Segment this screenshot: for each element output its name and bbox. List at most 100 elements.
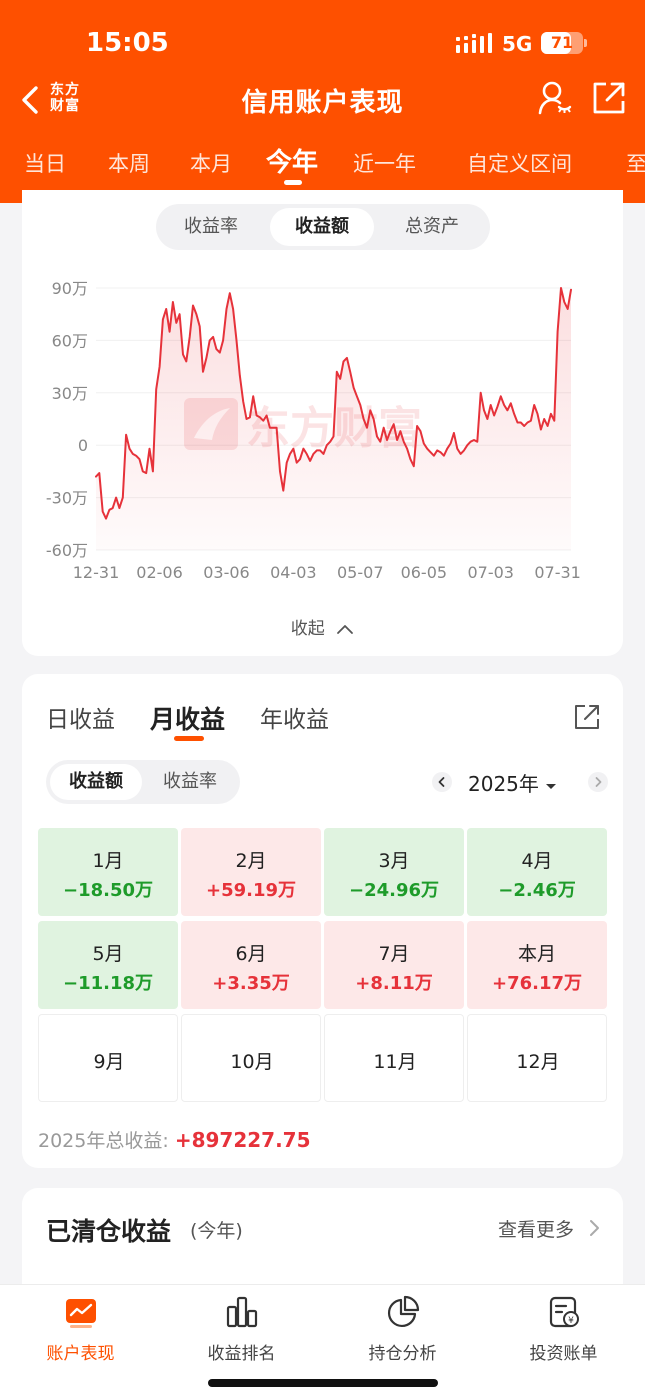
segment-profit-amount[interactable]: 收益额: [50, 764, 142, 800]
y-tick-label: 90万: [52, 279, 88, 298]
bar-ranking-icon: [226, 1296, 258, 1328]
month-label: 11月: [373, 1051, 417, 1073]
x-tick-label: 05-07: [337, 563, 384, 582]
y-tick-label: 30万: [52, 384, 88, 403]
bottom-tab-bar: 账户表现 收益排名 持仓分析 ¥ 投资账单: [0, 1284, 645, 1398]
chevron-left-icon: [438, 777, 445, 787]
month-cell[interactable]: 12月: [467, 1014, 607, 1102]
x-tick-label: 07-31: [534, 563, 581, 582]
user-profile-icon[interactable]: [537, 80, 573, 116]
tab-label: 收益排名: [207, 1344, 276, 1364]
annual-total-value: +897227.75: [174, 1128, 311, 1152]
month-cell[interactable]: 3月 −24.96万: [324, 828, 464, 916]
nav-bar: 东方 财富 信用账户表现: [0, 78, 645, 124]
month-profit-value: +3.35万: [212, 973, 290, 994]
home-indicator: [208, 1379, 438, 1387]
month-label: 2月: [235, 850, 267, 872]
month-label: 9月: [93, 1051, 125, 1073]
year-dropdown[interactable]: 2025年: [468, 768, 557, 797]
monthly-metric-toggle: 收益额 收益率: [46, 760, 240, 804]
share-external-icon[interactable]: [592, 81, 626, 115]
segment-total-assets[interactable]: 总资产: [405, 216, 459, 237]
cleared-subtitle: (今年): [190, 1220, 243, 1242]
next-year-button[interactable]: [588, 772, 608, 792]
x-tick-label: 02-06: [136, 563, 183, 582]
cellular-signal-icon: [456, 33, 492, 53]
battery-icon: 71: [541, 32, 587, 54]
tab-custom-range[interactable]: 自定义区间: [467, 152, 572, 176]
x-tick-label: 04-03: [270, 563, 317, 582]
month-label: 6月: [235, 943, 267, 965]
tab-label: 持仓分析: [368, 1344, 437, 1364]
y-tick-label: 0: [78, 436, 88, 455]
month-cell[interactable]: 2月 +59.19万: [181, 828, 321, 916]
view-more-link[interactable]: 查看更多: [498, 1219, 575, 1241]
segment-return-amount[interactable]: 收益额: [270, 208, 374, 246]
tab-account-performance[interactable]: 账户表现: [0, 1295, 161, 1365]
status-bar: 15:05 5G 71: [0, 0, 645, 80]
back-arrow-icon[interactable]: [18, 82, 46, 118]
month-profit-value: −11.18万: [62, 973, 154, 994]
annual-total: 2025年总收益: +897227.75: [38, 1128, 311, 1152]
month-label: 5月: [92, 943, 124, 965]
svg-text:¥: ¥: [568, 1316, 574, 1326]
month-profit-value: −18.50万: [62, 880, 154, 901]
series-line: [95, 287, 572, 520]
tab-today[interactable]: 当日: [24, 152, 66, 176]
month-profit-value: +8.11万: [355, 973, 433, 994]
month-profit-value: −2.46万: [498, 880, 576, 901]
month-cell[interactable]: 11月: [324, 1014, 464, 1102]
monthly-profit-card: 日收益 月收益 年收益 收益额 收益率 2025年 1月 −18.50万 2月 +59…: [22, 674, 623, 1168]
tab-holdings-analysis[interactable]: 持仓分析: [322, 1295, 483, 1365]
tab-yearly-profit[interactable]: 年收益: [260, 707, 329, 733]
tab-label: 账户表现: [46, 1344, 115, 1364]
month-cell[interactable]: 5月 −11.18万: [38, 921, 178, 1009]
month-label: 7月: [378, 943, 410, 965]
profit-line-chart: 90万60万30万0-30万-60万东方财富12-3102-0603-0604-…: [46, 279, 581, 582]
tab-to[interactable]: 至: [626, 152, 645, 176]
chart-line-icon: [66, 1299, 96, 1328]
tab-label: 投资账单: [529, 1344, 598, 1364]
brand-logo: 东方 财富: [50, 82, 80, 114]
x-tick-label: 03-06: [203, 563, 250, 582]
month-cell[interactable]: 10月: [181, 1014, 321, 1102]
tab-this-week[interactable]: 本周: [108, 152, 150, 176]
month-cell[interactable]: 本月 +76.17万: [467, 921, 607, 1009]
period-tabs: 当日 本周 本月 今年 近一年 自定义区间 至: [0, 142, 645, 192]
month-cell[interactable]: 1月 −18.50万: [38, 828, 178, 916]
x-tick-label: 12-31: [73, 563, 120, 582]
chevron-up-icon: [337, 625, 354, 634]
app-header: 15:05 5G 71 东方 财富 信用账户表现: [0, 0, 645, 203]
series-area: [96, 288, 571, 550]
tab-investment-bill[interactable]: ¥ 投资账单: [483, 1295, 644, 1365]
caret-down-icon: [546, 784, 557, 789]
month-cell[interactable]: 9月: [38, 1014, 178, 1102]
month-label: 10月: [230, 1051, 274, 1073]
x-tick-label: 06-05: [401, 563, 448, 582]
tab-last-year[interactable]: 近一年: [353, 152, 416, 176]
chevron-right-icon[interactable]: [588, 1218, 600, 1238]
tab-profit-ranking[interactable]: 收益排名: [161, 1295, 322, 1365]
tab-this-month[interactable]: 本月: [190, 152, 232, 176]
prev-year-button[interactable]: [432, 772, 452, 792]
collapse-button[interactable]: 收起: [22, 614, 623, 639]
segment-return-rate[interactable]: 收益率: [184, 216, 238, 237]
y-tick-label: -30万: [46, 489, 88, 508]
export-icon[interactable]: [574, 704, 600, 730]
tab-monthly-profit[interactable]: 月收益: [150, 705, 226, 734]
month-label: 3月: [378, 850, 410, 872]
tab-daily-profit[interactable]: 日收益: [46, 707, 115, 733]
active-tab-indicator: [284, 180, 302, 185]
y-tick-label: -60万: [46, 541, 88, 560]
tab-this-year[interactable]: 今年: [266, 148, 319, 178]
month-profit-value: +76.17万: [491, 973, 583, 994]
month-cell[interactable]: 4月 −2.46万: [467, 828, 607, 916]
cleared-title: 已清仓收益: [46, 1217, 172, 1246]
segment-profit-rate[interactable]: 收益率: [163, 771, 217, 792]
network-type: 5G: [502, 32, 533, 56]
pie-chart-icon: [388, 1295, 420, 1327]
month-cell[interactable]: 6月 +3.35万: [181, 921, 321, 1009]
month-profit-value: +59.19万: [205, 880, 297, 901]
month-label: 1月: [92, 850, 124, 872]
month-cell[interactable]: 7月 +8.11万: [324, 921, 464, 1009]
